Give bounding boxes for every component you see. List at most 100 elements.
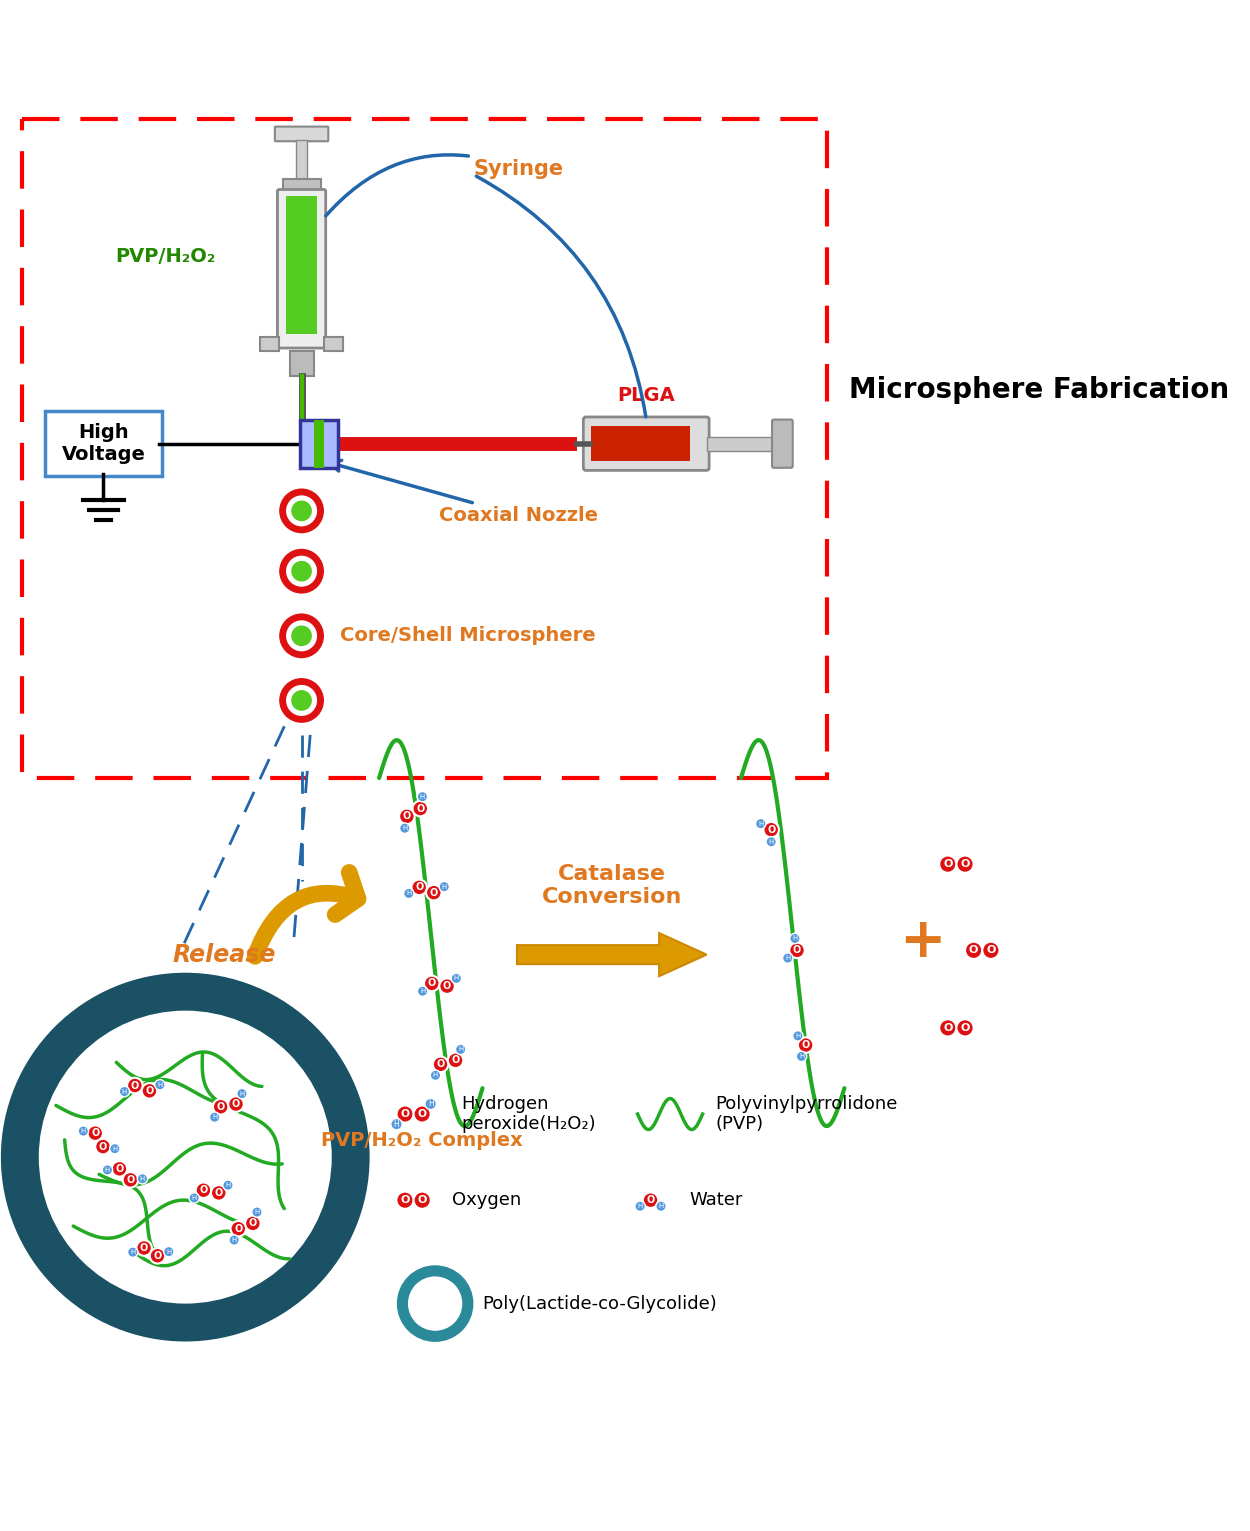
Text: O: O <box>436 1059 445 1069</box>
Text: H: H <box>420 987 425 994</box>
Circle shape <box>400 824 410 833</box>
FancyBboxPatch shape <box>45 410 162 476</box>
Circle shape <box>230 1220 246 1237</box>
Circle shape <box>16 987 354 1326</box>
Text: O: O <box>768 825 775 834</box>
Text: H: H <box>406 891 411 896</box>
Circle shape <box>2 974 368 1340</box>
Text: Microsphere Fabrication: Microsphere Fabrication <box>849 377 1229 404</box>
Text: H: H <box>758 821 764 827</box>
Text: H: H <box>112 1145 118 1151</box>
Text: H: H <box>799 1053 804 1059</box>
Circle shape <box>38 1009 334 1306</box>
FancyBboxPatch shape <box>278 190 326 348</box>
Circle shape <box>119 1087 130 1096</box>
Circle shape <box>110 1144 120 1154</box>
Circle shape <box>236 1089 248 1099</box>
Circle shape <box>635 1200 645 1211</box>
Text: H: H <box>191 1196 196 1200</box>
Circle shape <box>229 1236 239 1245</box>
Text: O: O <box>960 1023 970 1033</box>
Circle shape <box>291 560 312 582</box>
Text: Coaxial Nozzle: Coaxial Nozzle <box>330 461 599 525</box>
Text: O: O <box>154 1251 161 1260</box>
Circle shape <box>982 942 1000 958</box>
Circle shape <box>26 998 344 1315</box>
Text: O: O <box>400 1108 410 1119</box>
Circle shape <box>8 980 362 1335</box>
Text: H: H <box>105 1167 110 1173</box>
Text: H: H <box>454 975 459 981</box>
Text: O: O <box>418 1108 426 1119</box>
Text: O: O <box>140 1243 149 1252</box>
Text: O: O <box>402 811 411 821</box>
Circle shape <box>279 678 324 723</box>
Circle shape <box>755 819 766 828</box>
Text: H: H <box>769 839 774 845</box>
Bar <box>296 141 306 179</box>
Circle shape <box>764 822 779 837</box>
Circle shape <box>286 496 318 527</box>
Circle shape <box>1 972 370 1341</box>
Text: O: O <box>986 945 995 955</box>
Text: H: H <box>81 1128 86 1134</box>
Circle shape <box>11 983 359 1330</box>
Circle shape <box>24 995 348 1320</box>
Text: O: O <box>145 1085 154 1096</box>
Text: PVP/H₂O₂ Complex: PVP/H₂O₂ Complex <box>321 1131 522 1150</box>
Circle shape <box>25 997 345 1317</box>
Circle shape <box>426 885 441 900</box>
Circle shape <box>88 1125 103 1141</box>
Circle shape <box>448 1053 464 1069</box>
Circle shape <box>404 888 414 899</box>
Circle shape <box>189 1193 200 1203</box>
Circle shape <box>939 856 956 873</box>
Text: H: H <box>402 825 408 831</box>
Text: Oxygen: Oxygen <box>452 1191 521 1209</box>
Circle shape <box>286 556 318 586</box>
Text: O: O <box>418 1196 428 1205</box>
Circle shape <box>210 1112 220 1122</box>
Circle shape <box>430 1070 441 1081</box>
Circle shape <box>102 1165 112 1176</box>
Text: O: O <box>199 1185 208 1196</box>
Text: H: H <box>130 1249 135 1255</box>
Circle shape <box>789 943 805 958</box>
Text: O: O <box>942 1023 952 1033</box>
Text: O: O <box>126 1174 135 1185</box>
Text: O: O <box>430 888 437 897</box>
Circle shape <box>122 1173 139 1188</box>
Text: O: O <box>215 1188 222 1197</box>
Text: +: + <box>899 914 945 969</box>
Text: H: H <box>458 1046 464 1052</box>
Circle shape <box>439 882 450 891</box>
Circle shape <box>136 1240 151 1255</box>
Text: H: H <box>659 1203 664 1209</box>
Bar <box>260 337 279 351</box>
Bar <box>591 427 690 461</box>
Circle shape <box>792 1030 802 1041</box>
Circle shape <box>39 1010 331 1303</box>
Circle shape <box>155 1079 165 1090</box>
Circle shape <box>6 978 365 1337</box>
Circle shape <box>642 1193 659 1208</box>
Circle shape <box>34 1006 338 1309</box>
Circle shape <box>10 981 361 1334</box>
Text: Syringe: Syringe <box>326 155 564 216</box>
Circle shape <box>412 801 428 816</box>
Circle shape <box>782 952 792 963</box>
Circle shape <box>396 1191 414 1209</box>
Circle shape <box>956 1020 974 1036</box>
Circle shape <box>4 977 366 1338</box>
Circle shape <box>127 1246 138 1257</box>
Circle shape <box>138 1174 148 1183</box>
Circle shape <box>279 614 324 658</box>
Circle shape <box>30 1001 340 1312</box>
Circle shape <box>291 690 312 710</box>
Text: H: H <box>213 1115 218 1121</box>
Circle shape <box>279 548 324 594</box>
Circle shape <box>402 1271 468 1337</box>
Circle shape <box>32 1004 339 1311</box>
Text: H: H <box>441 883 446 890</box>
Circle shape <box>18 991 352 1324</box>
